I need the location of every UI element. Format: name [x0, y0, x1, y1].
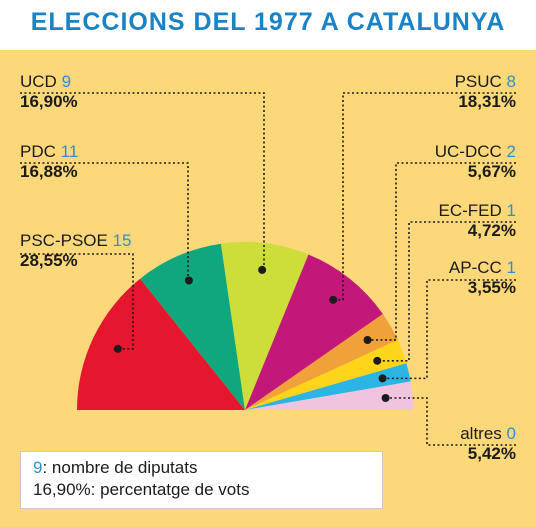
legend-seats-example: 9	[33, 458, 43, 477]
party-name: PDC	[20, 142, 56, 161]
party-votes: 28,55%	[20, 251, 78, 270]
label-psuc: PSUC 8 18,31%	[455, 72, 516, 112]
party-seats: 8	[506, 72, 516, 91]
party-votes: 5,67%	[467, 162, 516, 181]
marker-dot-uc-dcc	[363, 335, 372, 344]
slice-ec-fed	[245, 339, 407, 410]
label-ec-fed: EC-FED 1 4,72%	[439, 201, 516, 241]
party-name: UC-DCC	[434, 142, 502, 161]
title-bar: ELECCIONS DEL 1977 A CATALUNYA	[0, 0, 536, 50]
slice-psc-psoe	[77, 278, 245, 410]
party-name: PSC-PSOE	[20, 231, 108, 250]
party-seats: 11	[60, 142, 79, 161]
slice-altres	[245, 381, 414, 410]
party-votes: 4,72%	[467, 221, 516, 240]
slice-uc-dcc	[245, 314, 398, 410]
label-psc-psoe: PSC-PSOE 15 28,55%	[20, 231, 132, 271]
party-votes: 16,88%	[20, 162, 78, 181]
party-seats: 15	[112, 231, 132, 250]
label-pdc: PDC 11 16,88%	[20, 142, 78, 182]
label-ap-cc: AP-CC 1 3,55%	[449, 258, 516, 298]
party-seats: 0	[506, 424, 516, 443]
party-seats: 1	[506, 201, 516, 220]
slice-ap-cc	[245, 363, 411, 410]
party-seats: 1	[506, 258, 516, 277]
marker-dot-ec-fed	[373, 356, 382, 365]
leader-line-uc-dcc	[367, 162, 516, 341]
party-name: PSUC	[454, 72, 502, 91]
chart-title: ELECCIONS DEL 1977 A CATALUNYA	[30, 8, 506, 36]
party-seats: 9	[61, 72, 72, 91]
legend-votes-example: 16,90%	[33, 480, 91, 499]
slice-pdc	[140, 243, 245, 410]
party-name: EC-FED	[438, 201, 502, 220]
legend-votes-row: 16,90%: percentatge de vots	[33, 479, 370, 501]
leader-line-ec-fed	[377, 221, 516, 362]
party-name: altres	[460, 424, 502, 443]
marker-dot-ap-cc	[378, 374, 387, 383]
marker-dot-psuc	[329, 295, 338, 304]
marker-dot-psc-psoe	[113, 344, 122, 353]
label-altres: altres 0 5,42%	[460, 424, 516, 464]
marker-dot-altres	[381, 393, 390, 402]
marker-dot-pdc	[184, 276, 193, 285]
legend-box: 9: nombre de diputats 16,90%: percentatg…	[20, 451, 383, 509]
marker-dot-ucd	[258, 265, 267, 274]
leader-line-pdc	[20, 162, 189, 282]
leader-line-ucd	[20, 92, 265, 271]
party-votes: 5,42%	[467, 444, 516, 463]
label-uc-dcc: UC-DCC 2 5,67%	[435, 142, 516, 182]
party-seats: 2	[506, 142, 516, 161]
party-name: AP-CC	[448, 258, 502, 277]
leader-line-altres	[385, 397, 516, 446]
party-name: UCD	[20, 72, 57, 91]
slice-ucd	[220, 242, 309, 410]
slice-psuc	[245, 254, 383, 410]
legend-seats-text: : nombre de diputats	[42, 458, 198, 477]
party-votes: 3,55%	[467, 278, 516, 297]
legend-votes-text: : percentatge de vots	[90, 480, 250, 499]
party-votes: 18,31%	[458, 92, 516, 111]
leader-line-psuc	[333, 92, 516, 301]
party-votes: 16,90%	[20, 92, 78, 111]
label-ucd: UCD 9 16,90%	[20, 72, 78, 112]
legend-seats-row: 9: nombre de diputats	[33, 457, 370, 479]
